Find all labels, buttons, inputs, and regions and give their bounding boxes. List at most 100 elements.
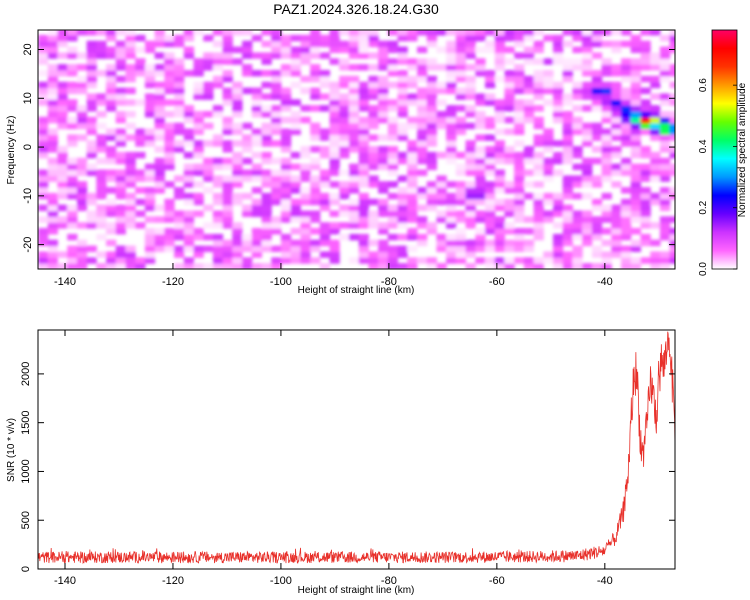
heatmap-cell [514, 99, 525, 106]
heatmap-cell [251, 105, 263, 112]
heatmap-cell [387, 251, 399, 258]
heatmap-cell [242, 46, 253, 54]
heatmap-cell [154, 52, 165, 59]
heatmap-cell [164, 239, 175, 247]
heatmap-cell [193, 30, 204, 36]
heatmap-cell [368, 111, 379, 118]
heatmap-cell [96, 40, 107, 48]
heatmap-cell [378, 93, 389, 100]
heatmap-cell [76, 198, 88, 206]
heatmap-cell [504, 105, 515, 112]
heatmap-cell [135, 70, 146, 77]
heatmap-cell [271, 70, 282, 77]
heatmap-cell [135, 257, 146, 264]
heatmap-cell [533, 204, 544, 212]
heatmap-cell [446, 58, 457, 65]
heatmap-cell [38, 134, 49, 141]
heatmap-cell [329, 122, 340, 130]
heatmap-cell [47, 116, 58, 124]
heatmap-cell [280, 181, 292, 188]
heatmap-cell [280, 251, 292, 258]
heatmap-cell [154, 128, 165, 135]
heatmap-cell [611, 146, 622, 153]
heatmap-cell [174, 228, 185, 235]
x-tick-label: -100 [270, 276, 292, 288]
heatmap-cell [271, 181, 282, 188]
heatmap-cell [164, 181, 175, 188]
heatmap-cell [455, 181, 467, 188]
heatmap-cell [290, 257, 301, 264]
heatmap-cell [47, 128, 58, 135]
heatmap-cell [183, 216, 195, 223]
heatmap-cell [455, 151, 467, 159]
heatmap-cell [504, 257, 515, 264]
heatmap-cell [650, 93, 661, 100]
heatmap-cell [455, 116, 467, 124]
heatmap-cell [96, 30, 107, 36]
heatmap-cell [358, 210, 369, 217]
heatmap-cell [300, 210, 311, 217]
heatmap-cell [533, 81, 544, 89]
heatmap-cell [106, 210, 117, 217]
heatmap-cell [368, 163, 379, 171]
heatmap-cell [630, 122, 641, 130]
heatmap-cell [67, 204, 78, 212]
heatmap-cell [106, 146, 117, 153]
heatmap-cell [465, 46, 476, 54]
heatmap-cell [669, 187, 675, 194]
heatmap-cell [475, 151, 486, 159]
heatmap-cell [300, 251, 311, 258]
heatmap-cell [193, 146, 204, 153]
heatmap-cell [329, 245, 340, 253]
heatmap-cell [572, 128, 583, 135]
heatmap-cell [378, 181, 389, 188]
heatmap-cell [640, 75, 651, 83]
heatmap-cell [212, 233, 224, 241]
heatmap-cell [358, 34, 369, 42]
heatmap-cell [514, 122, 525, 130]
heatmap-cell [659, 146, 671, 153]
heatmap-cell [572, 64, 583, 71]
heatmap-cell [601, 257, 612, 264]
heatmap-cell [339, 46, 350, 54]
heatmap-cell [494, 116, 505, 124]
heatmap-cell [115, 257, 126, 264]
heatmap-cell [144, 70, 156, 77]
heatmap-cell [533, 151, 544, 159]
heatmap-cell [106, 204, 117, 212]
heatmap-cell [96, 187, 107, 194]
heatmap-cell [38, 187, 49, 194]
heatmap-cell [562, 146, 573, 153]
heatmap-cell [640, 128, 651, 135]
heatmap-cell [436, 245, 447, 253]
heatmap-cell [387, 128, 399, 135]
heatmap-cell [572, 245, 583, 253]
heatmap-cell [57, 157, 68, 165]
heatmap-cell [96, 181, 107, 188]
heatmap-cell [67, 134, 78, 141]
heatmap-cell [669, 93, 675, 100]
heatmap-cell [640, 257, 651, 264]
heatmap-cell [154, 187, 165, 194]
heatmap-cell [553, 239, 564, 247]
heatmap-cell [300, 198, 311, 206]
heatmap-cell [368, 87, 379, 95]
heatmap-cell [261, 175, 272, 182]
heatmap-cell [47, 105, 58, 112]
heatmap-cell [300, 46, 311, 54]
heatmap-cell [174, 99, 185, 106]
heatmap-cell [475, 46, 486, 54]
heatmap-cell [242, 263, 253, 269]
heatmap-cell [106, 70, 117, 77]
heatmap-cell [407, 157, 418, 165]
heatmap-cell [378, 198, 389, 206]
heatmap-cell [485, 122, 496, 130]
heatmap-cell [358, 257, 369, 264]
heatmap-cell [174, 93, 185, 100]
heatmap-cell [601, 157, 612, 165]
heatmap-cell [280, 192, 292, 200]
x-tick-label: -120 [162, 276, 184, 288]
heatmap-cell [67, 64, 78, 71]
